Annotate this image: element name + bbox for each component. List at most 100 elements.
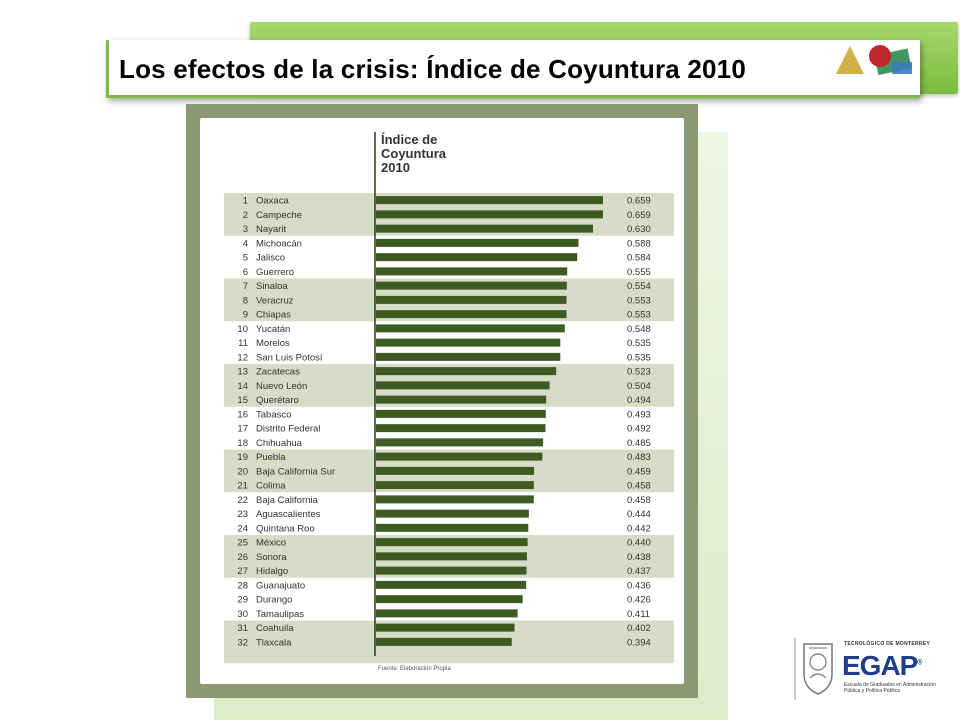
rank-label: 11 (238, 338, 248, 349)
value-label: 0.630 (627, 224, 651, 235)
rank-label: 31 (237, 623, 248, 634)
state-label: México (256, 538, 286, 549)
state-label: Coahuila (256, 623, 294, 634)
rank-label: 3 (243, 224, 248, 235)
rank-label: 24 (237, 523, 248, 534)
state-label: Nuevo León (256, 381, 307, 392)
bar (376, 424, 546, 433)
state-label: Oaxaca (256, 196, 289, 207)
bar (376, 367, 557, 376)
value-label: 0.523 (627, 367, 651, 378)
bar (376, 481, 534, 490)
state-label: San Luis Potosí (256, 352, 323, 363)
bar (376, 580, 527, 589)
value-label: 0.553 (627, 310, 651, 321)
value-label: 0.458 (627, 495, 651, 506)
state-label: Baja California Sur (256, 466, 335, 477)
rank-label: 17 (237, 424, 248, 435)
rank-label: 12 (237, 352, 248, 363)
bar (376, 267, 568, 276)
state-label: Tlaxcala (256, 637, 292, 648)
chart-source: Fuente: Elaboración Propia (378, 666, 451, 672)
state-label: Sinaloa (256, 281, 288, 292)
state-label: Sonora (256, 552, 287, 563)
state-label: Morelos (256, 338, 290, 349)
value-label: 0.440 (627, 538, 651, 549)
state-label: Baja California (256, 495, 318, 506)
bar (376, 566, 527, 575)
value-label: 0.438 (627, 552, 651, 563)
value-label: 0.437 (627, 566, 651, 577)
bar (376, 438, 544, 447)
state-label: Tamaulipas (256, 609, 304, 620)
state-label: Durango (256, 595, 292, 606)
state-label: Nayarit (256, 224, 286, 235)
value-label: 0.659 (627, 210, 651, 221)
value-label: 0.459 (627, 466, 651, 477)
rank-label: 8 (243, 295, 248, 306)
state-label: Quintana Roo (256, 523, 315, 534)
value-label: 0.535 (627, 338, 651, 349)
rank-label: 10 (237, 324, 248, 335)
bar (376, 538, 528, 547)
state-label: Hidalgo (256, 566, 288, 577)
title-box: Los efectos de la crisis: Índice de Coyu… (106, 40, 920, 98)
state-label: Tabasco (256, 409, 291, 420)
bar (376, 238, 579, 247)
bar (376, 395, 547, 404)
state-label: Distrito Federal (256, 424, 320, 435)
bar (376, 637, 512, 646)
state-label: Guanajuato (256, 580, 305, 591)
value-label: 0.548 (627, 324, 651, 335)
value-label: 0.444 (627, 509, 651, 520)
state-label: Campeche (256, 210, 302, 221)
bar (376, 196, 603, 205)
bar (376, 595, 523, 604)
value-label: 0.436 (627, 580, 651, 591)
state-label: Aguascalientes (256, 509, 321, 520)
value-label: 0.504 (627, 381, 651, 392)
value-label: 0.458 (627, 481, 651, 492)
state-label: Puebla (256, 452, 286, 463)
value-label: 0.485 (627, 438, 651, 449)
bar (376, 552, 527, 561)
bar (376, 495, 534, 504)
value-label: 0.555 (627, 267, 651, 278)
chart-title: Índice de Coyuntura 2010 (381, 132, 447, 175)
value-label: 0.411 (627, 609, 650, 620)
value-label: 0.492 (627, 424, 651, 435)
value-label: 0.493 (627, 409, 651, 420)
rank-label: 19 (237, 452, 248, 463)
bar (376, 609, 518, 618)
rank-label: 14 (237, 381, 248, 392)
state-label: Colima (256, 481, 286, 492)
state-label: Michoacán (256, 238, 302, 249)
rank-label: 22 (237, 495, 248, 506)
rank-label: 4 (243, 238, 248, 249)
rank-label: 30 (237, 609, 248, 620)
rank-label: 13 (237, 367, 248, 378)
state-label: Guerrero (256, 267, 294, 278)
rank-label: 23 (237, 509, 248, 520)
bar (376, 466, 535, 475)
bar (376, 523, 529, 532)
state-label: Jalisco (256, 253, 285, 264)
value-label: 0.584 (627, 253, 651, 264)
value-label: 0.554 (627, 281, 651, 292)
value-label: 0.483 (627, 452, 651, 463)
state-label: Veracruz (256, 295, 294, 306)
rank-label: 1 (243, 196, 248, 207)
state-label: Yucatán (256, 324, 290, 335)
logo-name: EGAP® (842, 650, 923, 681)
rank-label: 16 (237, 409, 248, 420)
bar (376, 509, 529, 518)
state-label: Zacatecas (256, 367, 300, 378)
bar (376, 623, 515, 632)
bar (376, 409, 546, 418)
bar (376, 452, 543, 461)
egap-logo: TECNOLÓGICO DE MONTERREY EGAP® Escuela d… (794, 636, 944, 704)
state-label: Chiapas (256, 310, 291, 321)
rank-label: 28 (237, 580, 248, 591)
bar (376, 210, 603, 219)
rank-label: 15 (237, 395, 248, 406)
